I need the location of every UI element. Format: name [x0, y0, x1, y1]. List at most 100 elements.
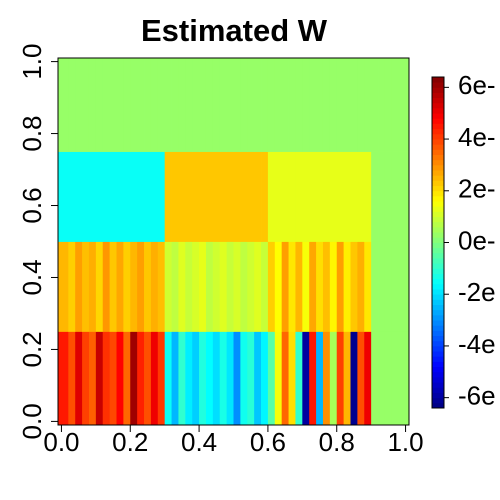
heatmap-cell	[254, 241, 262, 332]
colorbar-step	[432, 97, 444, 104]
heatmap-cell	[212, 151, 221, 242]
heatmap-cell	[364, 331, 372, 426]
heatmap-cell	[316, 58, 324, 152]
heatmap-cell	[164, 241, 172, 332]
heatmap-cell	[254, 331, 262, 426]
heatmap-cell	[157, 331, 166, 426]
heatmap-cell	[233, 151, 241, 242]
heatmap-cell	[247, 331, 255, 426]
heatmap-cell	[295, 58, 303, 152]
colorbar-step	[432, 232, 444, 238]
heatmap-cell	[350, 331, 358, 426]
heatmap-cell	[322, 241, 331, 332]
heatmap-cell	[329, 331, 338, 426]
heatmap-cell	[233, 58, 241, 152]
heatmap-cell	[75, 241, 83, 332]
heatmap-cell	[336, 331, 345, 426]
heatmap-cell	[75, 331, 83, 426]
colorbar-step	[432, 237, 444, 243]
heatmap-cell	[391, 331, 400, 426]
heatmap-cell	[309, 58, 317, 152]
heatmap-cell	[205, 331, 214, 426]
heatmap-cell	[309, 151, 317, 242]
heatmap-cell	[95, 58, 104, 152]
heatmap-cell	[261, 151, 269, 242]
heatmap-cell	[343, 241, 351, 332]
heatmap-cell	[171, 331, 179, 426]
heatmap-cell	[378, 151, 386, 242]
heatmap-cell	[329, 58, 338, 152]
heatmap-cell	[95, 331, 104, 426]
heatmap-cell	[357, 58, 365, 152]
heatmap-cell	[302, 151, 310, 242]
heatmap-cell	[302, 331, 310, 426]
heatmap-cell	[82, 241, 90, 332]
heatmap-cell	[171, 241, 179, 332]
heatmap-cell	[384, 331, 393, 426]
colorbar-tick-label: -2e	[458, 277, 496, 307]
colorbar-step	[432, 185, 444, 192]
heatmap-cell	[58, 58, 69, 152]
colorbar-tick-label: -6e	[458, 381, 496, 411]
colorbar-step	[432, 345, 444, 352]
heatmap-cell	[357, 151, 365, 242]
heatmap-cell	[329, 151, 338, 242]
heatmap-cell	[171, 151, 179, 242]
colorbar-step	[432, 108, 444, 114]
x-tick-label: 0.0	[43, 427, 79, 457]
colorbar-step	[432, 154, 444, 161]
heatmap-cell	[371, 151, 379, 242]
heatmap-cell	[95, 151, 104, 242]
x-tick-label: 0.4	[181, 427, 217, 457]
colorbar-step	[432, 335, 444, 342]
colorbar-step	[432, 278, 444, 285]
colorbar-step	[432, 113, 444, 119]
heatmap-cell	[75, 58, 83, 152]
heatmap-cell	[150, 241, 159, 332]
heatmap-cell	[144, 241, 152, 332]
heatmap-cell	[157, 151, 166, 242]
colorbar-step	[432, 175, 444, 181]
heatmap-cell	[316, 151, 324, 242]
heatmap-cell	[130, 331, 138, 426]
heatmap-cell	[199, 151, 207, 242]
colorbar-step	[432, 92, 444, 99]
heatmap-cell	[164, 58, 172, 152]
heatmap-cell	[123, 241, 131, 332]
heatmap-cell	[261, 241, 269, 332]
heatmap-cell	[137, 241, 145, 332]
heatmap-cell	[130, 241, 138, 332]
chart-title: Estimated W	[141, 13, 328, 48]
colorbar-step	[432, 294, 444, 300]
heatmap-cell	[357, 331, 365, 426]
heatmap-cell	[274, 151, 283, 242]
heatmap-cell	[240, 58, 248, 152]
y-tick-label: 0.4	[17, 259, 47, 295]
heatmap-cell	[281, 331, 289, 426]
heatmap-cell	[226, 151, 234, 242]
heatmap-cell	[398, 58, 410, 152]
heatmap-cell	[150, 151, 159, 242]
colorbar-step	[432, 180, 444, 187]
heatmap-cell	[398, 151, 410, 242]
heatmap-cell	[219, 241, 228, 332]
heatmap-cell	[281, 241, 289, 332]
colorbar-step	[432, 201, 444, 207]
heatmap-cell	[309, 241, 317, 332]
heatmap-cell	[371, 58, 379, 152]
heatmap-cell	[192, 151, 200, 242]
colorbar-step	[432, 382, 444, 388]
x-tick-label: 0.6	[250, 427, 286, 457]
heatmap-cell	[82, 331, 90, 426]
heatmap-cell	[302, 58, 310, 152]
heatmap-cell	[178, 241, 186, 332]
heatmap-cell	[398, 331, 410, 426]
colorbar-step	[432, 268, 444, 274]
heatmap-cell	[384, 58, 393, 152]
heatmap-cell	[212, 241, 221, 332]
heatmap-cell	[336, 151, 345, 242]
heatmap-cell	[295, 241, 303, 332]
heatmap-cell	[199, 58, 207, 152]
heatmap-cell	[157, 58, 166, 152]
heatmap-cell	[316, 241, 324, 332]
